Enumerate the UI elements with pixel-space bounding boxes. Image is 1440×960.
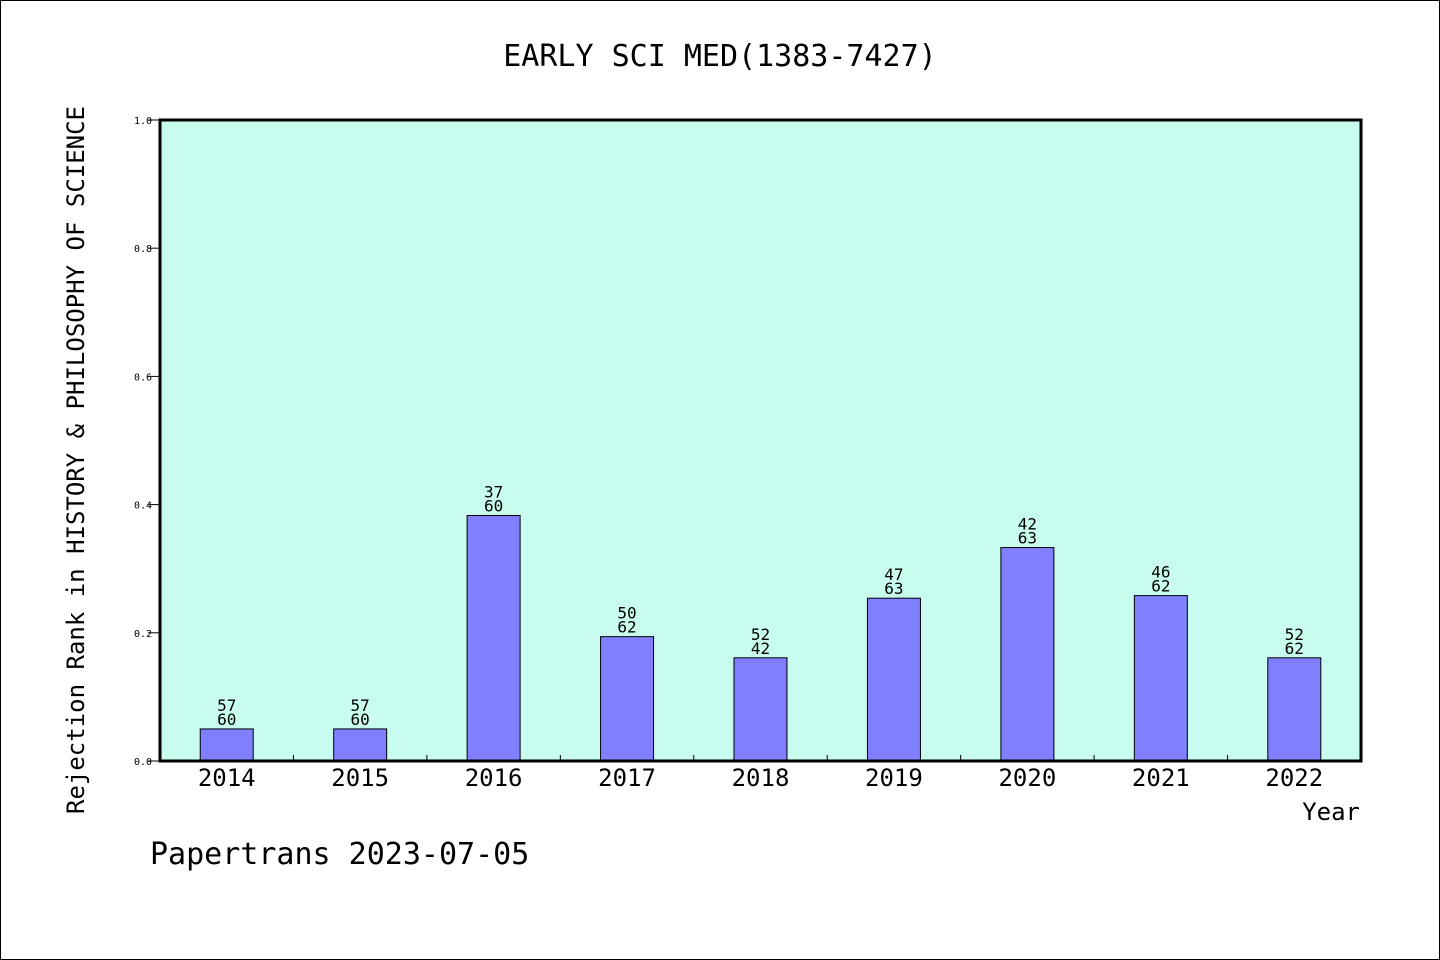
bar-label-bottom: 62 (617, 618, 636, 637)
x-tick-label: 2021 (1132, 764, 1190, 792)
bar-label-bottom: 62 (1151, 577, 1170, 596)
bar-label-top: 47 (884, 565, 903, 584)
x-tick-label: 2022 (1265, 764, 1323, 792)
bar-2021 (1133, 595, 1188, 762)
x-tick-label: 2015 (331, 764, 389, 792)
bar-label-bottom: 62 (1285, 639, 1304, 658)
bar-label-bottom: 42 (751, 639, 770, 658)
y-tick-label: 1.0 (134, 116, 152, 127)
bar-label-bottom: 63 (1018, 529, 1037, 548)
x-tick-label: 2019 (865, 764, 923, 792)
chart-title: EARLY SCI MED(1383-7427) (503, 39, 936, 74)
bar-label-top: 52 (1285, 625, 1304, 644)
bar-2015 (333, 728, 388, 762)
ticks-layer: 0.0 0.2 0.4 0.6 0.8 1.0 2014 2015 2016 2017 2018 20… (134, 116, 1323, 792)
bar-label-top: 37 (484, 482, 503, 501)
bar-label-bottom: 63 (884, 579, 903, 598)
footer-credit: Papertrans 2023-07-05 (150, 837, 529, 872)
bar-label-bottom: 60 (217, 710, 236, 729)
x-tick-label: 2014 (198, 764, 256, 792)
y-tick-label: 0.8 (134, 244, 152, 255)
y-axis-label: Rejection Rank in HISTORY & PHILOSOPHY O… (62, 106, 90, 814)
x-tick-label: 2020 (998, 764, 1056, 792)
y-tick-label: 0.0 (134, 757, 152, 768)
x-tick-label: 2016 (465, 764, 523, 792)
bar-label-top: 46 (1151, 563, 1170, 582)
bar-label-top: 50 (617, 604, 636, 623)
bar-label-top: 52 (751, 625, 770, 644)
bar-label-bottom: 60 (484, 496, 503, 515)
bar-2022 (1267, 657, 1322, 762)
plot-border (158, 118, 1363, 763)
x-axis-label: Year (1302, 798, 1360, 826)
bar-label-bottom: 60 (351, 710, 370, 729)
bar-label-top: 42 (1018, 515, 1037, 534)
y-tick-label: 0.2 (134, 629, 152, 640)
bar-2017 (600, 636, 655, 762)
y-tick-label: 0.4 (134, 501, 152, 512)
y-tick-label: 0.6 (134, 372, 152, 383)
bar-label-top: 57 (351, 696, 370, 715)
bar-label-top: 57 (217, 696, 236, 715)
bar-2020 (1000, 547, 1055, 762)
x-tick-label: 2018 (732, 764, 790, 792)
bar-2016 (466, 514, 521, 762)
x-tick-label: 2017 (598, 764, 656, 792)
bar-2019 (866, 597, 921, 762)
bar-2018 (733, 657, 788, 762)
bar-2014 (199, 728, 254, 762)
